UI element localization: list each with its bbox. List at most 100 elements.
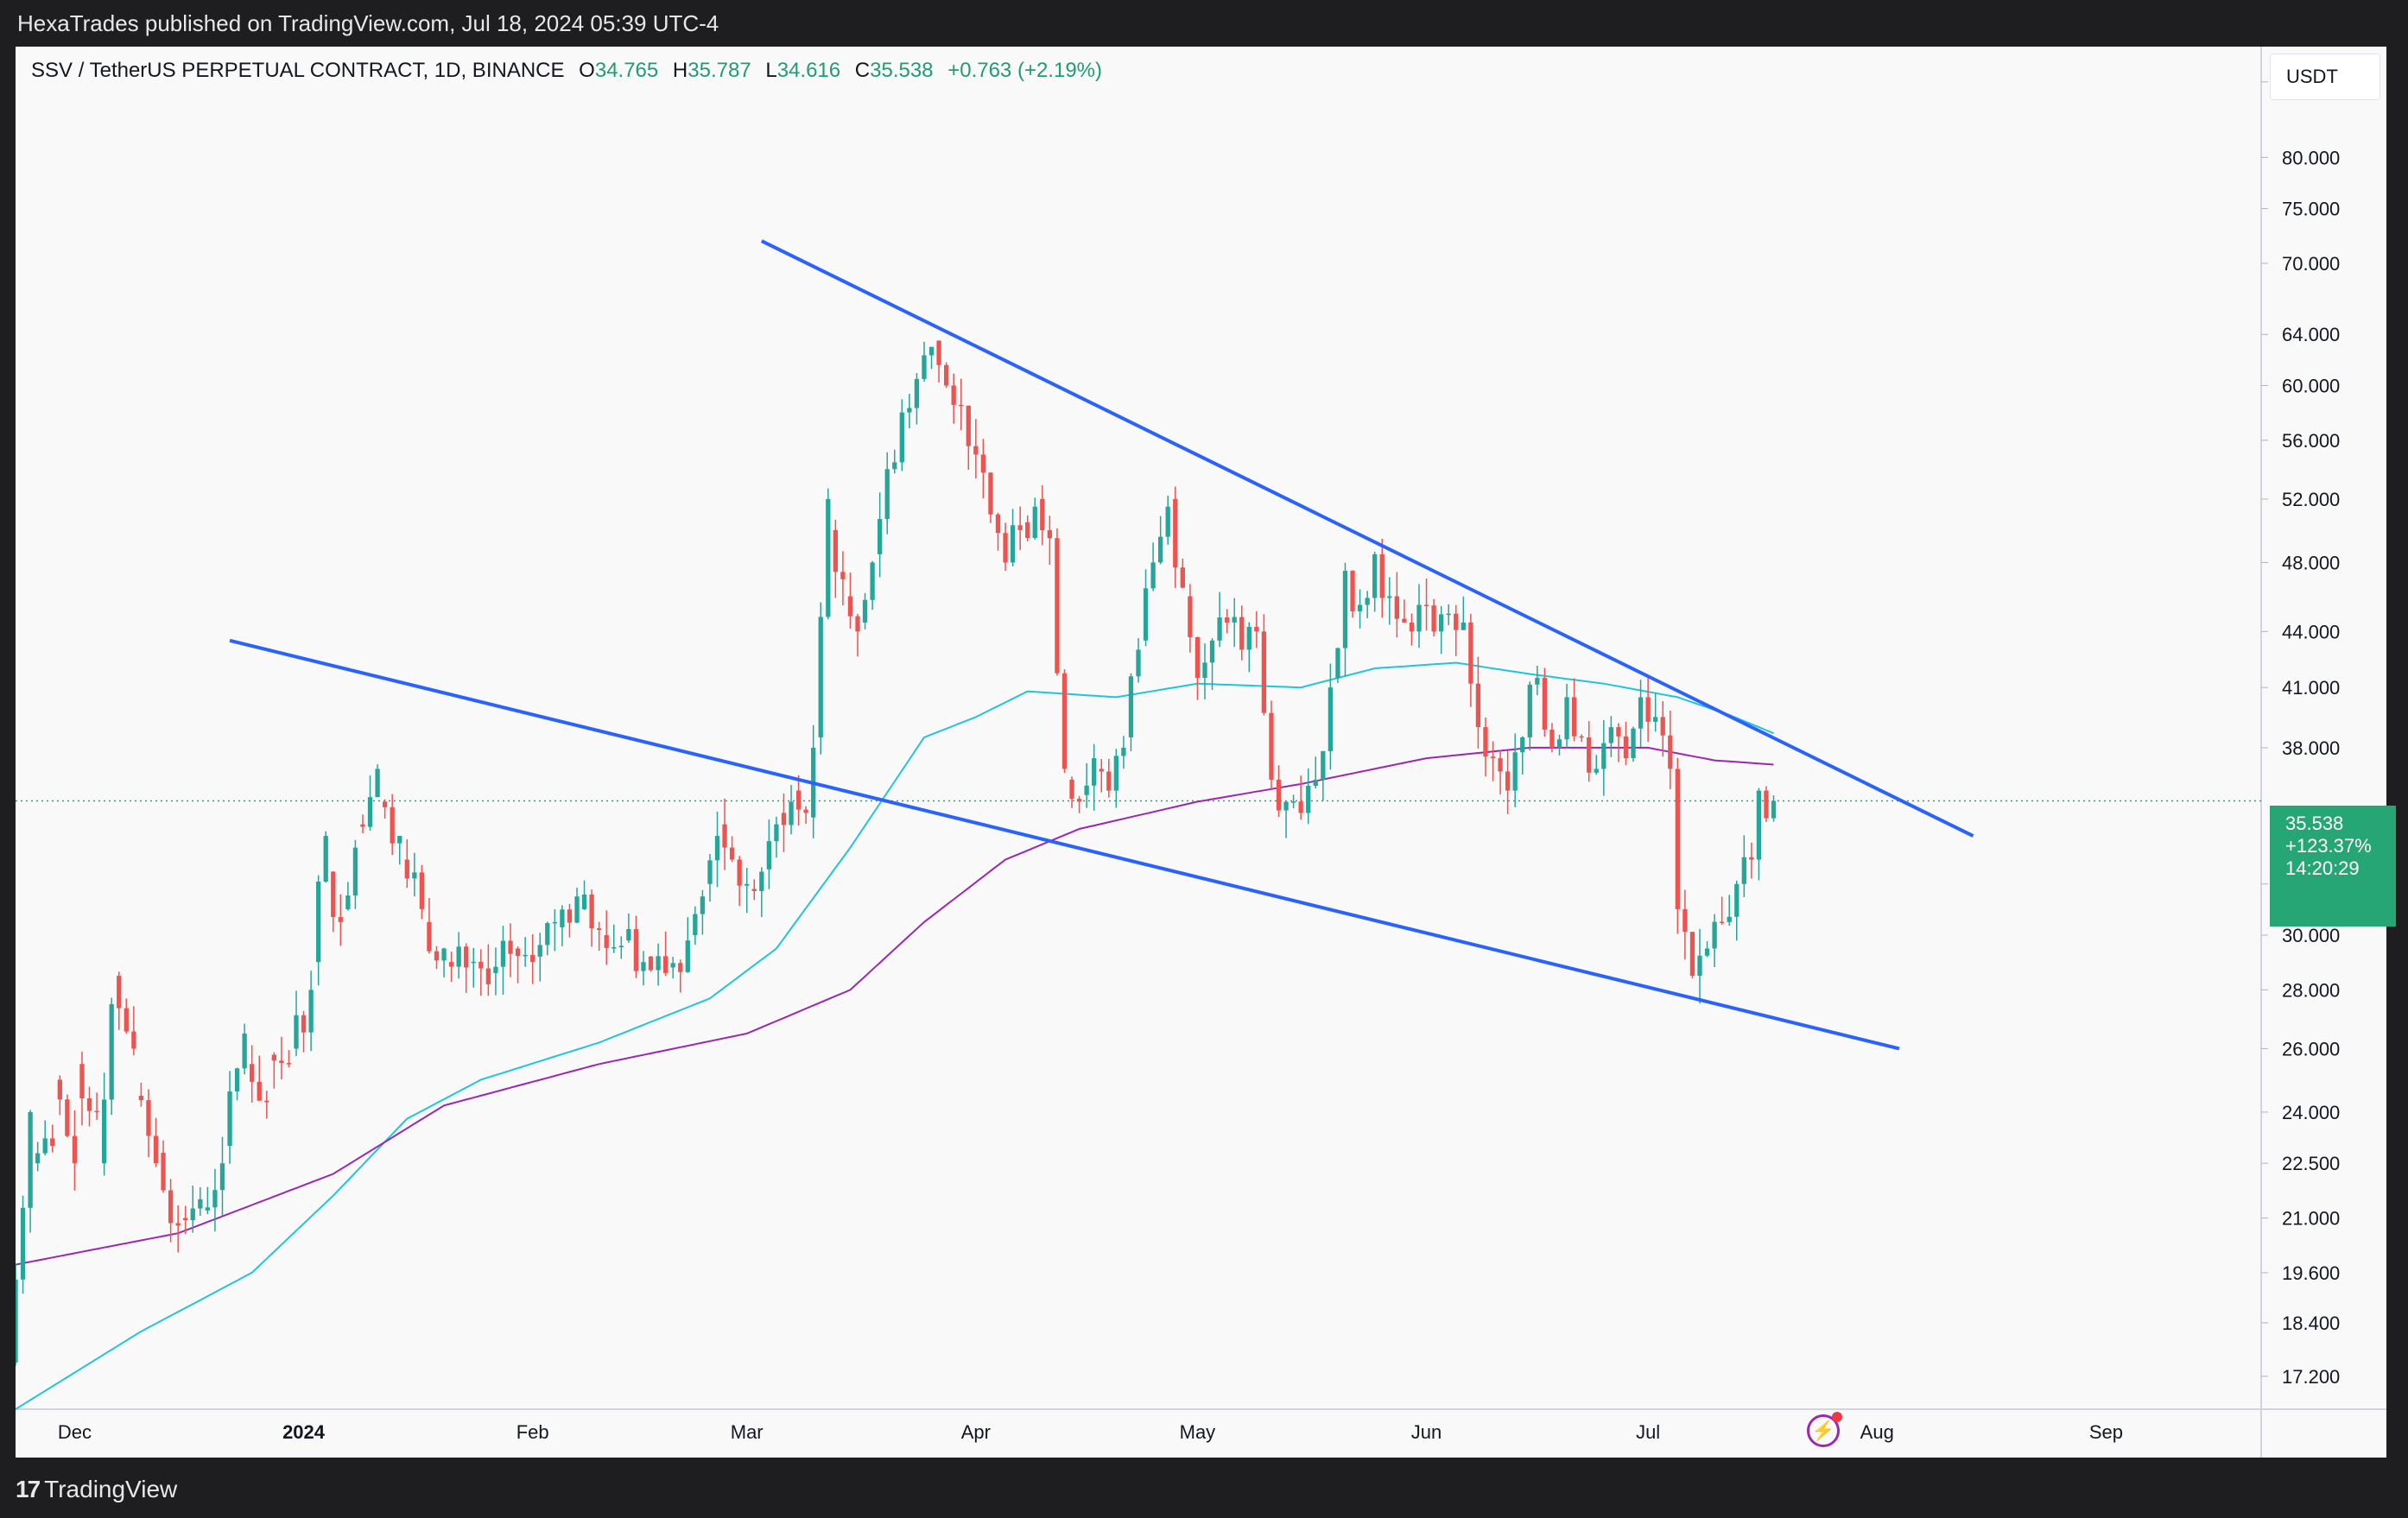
candle-body [1136,649,1141,677]
candle-body [1483,727,1488,757]
candle-body [567,909,573,923]
candle-body [1342,571,1348,648]
candle-body [198,1199,203,1209]
candle-body [766,841,772,870]
candle-body [818,617,823,737]
candle-body [168,1190,174,1224]
candle-body [951,385,956,405]
candle-body [1121,747,1126,756]
candle-body [826,498,831,617]
candle-body [1697,955,1702,977]
y-tick-label: 56.000 [2282,430,2340,452]
tradingview-logo[interactable]: 17 TradingView [16,1477,177,1502]
candle-body [1594,768,1599,773]
candle-body [72,1135,78,1164]
candle-body [870,562,875,600]
candle-body [1461,622,1466,630]
candle-body [1010,525,1016,563]
candle-body [382,801,388,807]
candle-body [1188,596,1193,637]
candle-body [973,446,979,455]
x-tick-label: Mar [731,1421,764,1443]
x-tick-label: Dec [58,1421,92,1443]
symbol-legend: SSV / TetherUS PERPETUAL CONTRACT, 1D, B… [31,59,1102,83]
candle-body [1720,921,1725,924]
candle-body [1246,626,1252,650]
candle-body [1113,756,1118,791]
candle-body [1047,530,1053,539]
candle-body [257,1081,262,1101]
candle-body [1446,613,1451,616]
x-tick-label: Jul [1636,1421,1660,1443]
candle-body [899,412,904,463]
x-tick-label: Sep [2089,1421,2123,1443]
candle-body [456,946,461,967]
candle-body [153,1135,159,1164]
candle-body [1298,801,1303,813]
candle-body [1202,662,1207,679]
candle-body [1764,790,1769,819]
candle-body [574,896,580,923]
chart-frame[interactable]: 88.00080.00075.00070.00064.00060.00056.0… [16,47,2396,1458]
candle-body [161,1153,166,1191]
candle-body [936,340,941,365]
candle-body [656,956,661,971]
candle-body [65,1099,70,1136]
candle-body [1549,730,1555,748]
candle-body [227,1091,232,1147]
candle-body [1556,739,1562,748]
y-tick-label: 30.000 [2282,925,2340,946]
candle-body [109,1003,114,1100]
y-tick-label: 80.000 [2282,147,2340,168]
candle-body [508,940,513,954]
ma-slow-line [16,746,1774,1266]
candle-body [943,364,949,386]
candle-body [1350,571,1355,611]
candle-body [1306,786,1311,813]
candle-body [966,405,971,446]
x-tick-label: Jun [1411,1421,1442,1443]
candle-body [1689,932,1695,977]
candle-body [316,881,321,963]
candle-body [722,824,727,848]
candle-body [1431,605,1436,632]
candle-body [412,872,417,879]
candle-body [50,1138,55,1147]
candle-body [878,519,883,554]
lightning-icon[interactable]: ⚡ [1807,1412,1842,1447]
candle-body [980,454,986,473]
candle-body [685,940,690,972]
candle-body [35,1153,41,1164]
x-tick-label: Apr [961,1421,991,1443]
price-chart[interactable]: 88.00080.00075.00070.00064.00060.00056.0… [16,47,2386,1458]
candle-body [662,956,669,973]
candle-body [1468,622,1473,684]
brand-name: TradingView [44,1476,178,1502]
candle-countdown: 14:20:29 [2285,857,2360,879]
candle-body [28,1111,33,1208]
y-tick-label: 24.000 [2282,1102,2340,1123]
candle-body [1025,522,1030,539]
candle-body [922,355,927,379]
y-tick-label: 75.000 [2282,199,2340,220]
candle-body [641,962,646,971]
candle-body [1454,613,1459,630]
x-tick-label: 2024 [282,1421,326,1443]
candle-body [1653,717,1658,722]
close-label: C [854,59,871,82]
y-tick-label: 18.400 [2282,1312,2340,1334]
candle-body [1712,921,1717,949]
candle-body [633,929,639,971]
candle-body [94,1110,99,1113]
candle-body [345,895,351,909]
candle-body [434,951,440,961]
candle-body [914,378,920,408]
candle-body [20,1207,26,1280]
candle-body [530,954,535,963]
upper-trendline [760,239,1974,838]
y-tick-label: 60.000 [2282,376,2340,397]
candle-body [375,768,380,798]
candle-body [427,921,432,952]
currency-selector[interactable]: USDT [2270,54,2380,100]
candle-body [1564,697,1569,740]
